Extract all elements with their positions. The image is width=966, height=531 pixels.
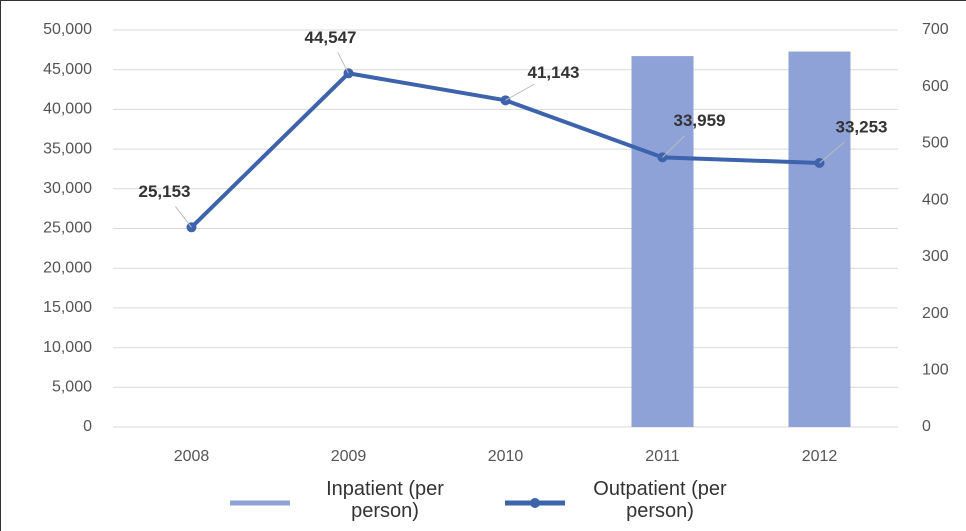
legend-marker — [530, 498, 540, 508]
legend-label: Outpatient (per person) — [593, 478, 727, 522]
y-tick-label: 25,000 — [43, 220, 92, 237]
x-tick-label: 2012 — [802, 448, 838, 465]
x-tick-label: 2008 — [174, 448, 210, 465]
y-tick-label: 0 — [83, 418, 92, 435]
y2-tick-label: 100 — [922, 362, 949, 379]
data-label: 25,153 — [139, 182, 191, 201]
data-label: 33,959 — [674, 111, 726, 130]
x-tick-label: 2009 — [331, 448, 367, 465]
leader-line — [505, 83, 535, 101]
data-label: 33,253 — [836, 117, 888, 136]
y-tick-label: 40,000 — [43, 101, 92, 118]
y-tick-label: 35,000 — [43, 140, 92, 157]
y2-tick-label: 700 — [922, 21, 949, 38]
y2-tick-label: 0 — [922, 418, 931, 435]
x-tick-label: 2010 — [488, 448, 524, 465]
y2-tick-label: 200 — [922, 305, 949, 322]
x-tick-label: 2011 — [645, 448, 680, 465]
data-label: 44,547 — [305, 28, 357, 47]
leader-line — [174, 205, 192, 228]
y-tick-label: 50,000 — [43, 21, 92, 38]
data-label: 41,143 — [528, 63, 580, 82]
bar — [788, 51, 851, 428]
y-tick-label: 10,000 — [43, 339, 92, 356]
y2-tick-label: 500 — [922, 135, 949, 152]
y-tick-label: 15,000 — [43, 299, 92, 316]
legend-label: Inpatient (per person) — [326, 478, 444, 522]
y-tick-label: 30,000 — [43, 180, 92, 197]
leader-line — [819, 141, 846, 164]
y2-tick-label: 400 — [922, 191, 949, 208]
leader-line — [662, 135, 686, 158]
y-tick-label: 20,000 — [43, 259, 92, 276]
y2-tick-label: 300 — [922, 248, 949, 265]
bar — [631, 56, 694, 428]
y-tick-label: 5,000 — [52, 379, 92, 396]
y-tick-label: 45,000 — [43, 61, 92, 78]
y2-tick-label: 600 — [922, 78, 949, 95]
leader-line — [337, 52, 349, 74]
